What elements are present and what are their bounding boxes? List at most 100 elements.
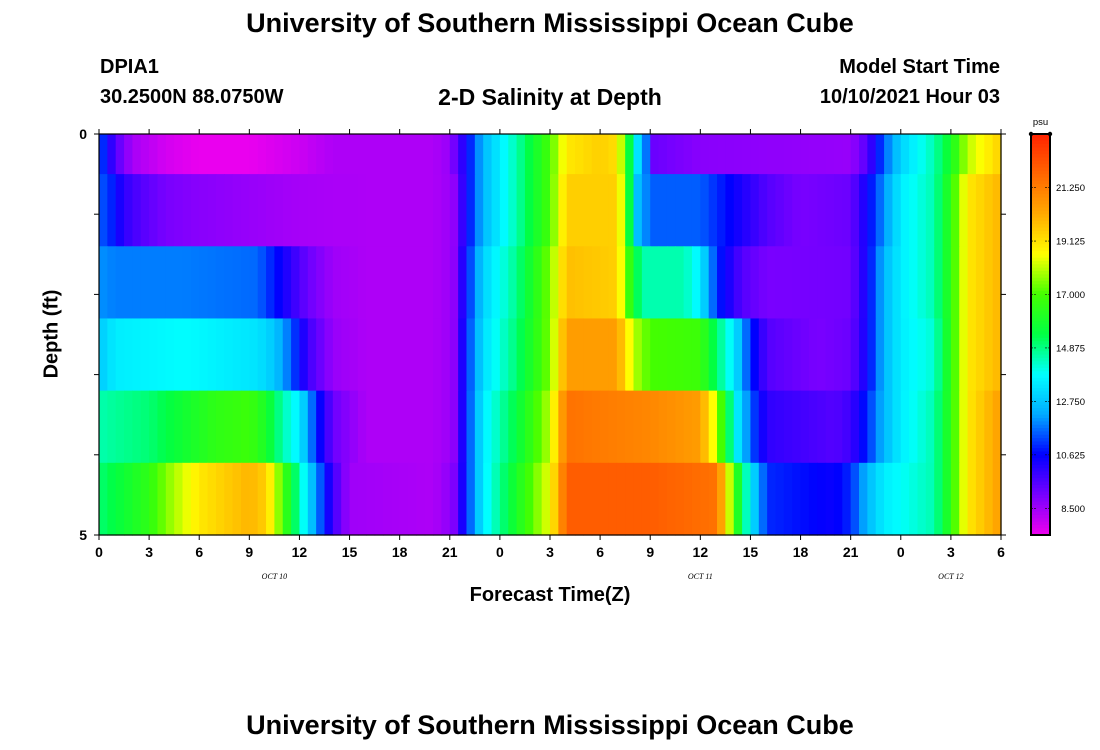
heatmap-cell [875,246,885,320]
heatmap-cell [433,390,443,464]
colorbar-segment [1031,361,1050,366]
heatmap-cell [107,246,117,320]
heatmap-cell [633,390,643,464]
colorbar-frame [1030,133,1051,536]
heatmap-cell [992,390,1002,464]
model-start-value: 10/10/2021 Hour 03 [819,86,1000,108]
heatmap-cell [224,462,234,536]
heatmap-cell [758,246,768,320]
heatmap-cell [792,390,802,464]
heatmap-cell [132,462,142,536]
heatmap-cell [975,174,985,247]
heatmap-cell [408,246,417,320]
heatmap-cell [157,462,167,536]
x-tick-label: 12 [292,544,308,560]
heatmap-cell [900,318,910,392]
heatmap-cell [274,174,284,247]
heatmap-cell [725,246,735,320]
heatmap-cell [683,462,693,536]
heatmap-cell [666,462,676,536]
heatmap-cell [341,174,351,247]
heatmap-cell [725,318,735,392]
heatmap-cell [274,134,284,175]
heatmap-cell [608,246,618,320]
heatmap-cell [708,174,718,247]
colorbar-tick-label: 17.000 [1056,290,1085,301]
heatmap-cell [508,246,518,320]
heatmap-cell [808,246,818,320]
heatmap-cell [942,318,952,392]
colorbar-segment [1031,264,1050,269]
colorbar-segment [1031,257,1050,262]
heatmap-cell [232,134,242,175]
heatmap-cell [140,390,150,464]
heatmap-cell [750,462,760,536]
heatmap-cell [975,246,985,320]
heatmap-cell [733,318,743,392]
colorbar-segment [1031,474,1050,479]
heatmap-cell [174,390,184,464]
colorbar-segment [1031,271,1050,275]
heatmap-cell [324,462,334,536]
colorbar-segment [1031,147,1050,152]
colorbar-segment [1031,217,1050,222]
heatmap-cell [282,390,292,464]
heatmap-cell [733,246,743,320]
heatmap-cell [616,462,626,536]
heatmap-cell [850,462,860,536]
heatmap-cell [424,134,434,175]
heatmap-cell [608,462,618,536]
heatmap-cell [132,134,142,175]
heatmap-cell [625,134,635,175]
colorbar-corner [1028,131,1034,137]
heatmap-cell [909,174,919,247]
day-label: OCT 10 [262,572,287,581]
heatmap-cell [316,462,326,536]
heatmap-cell [516,174,526,247]
heatmap-cell [424,462,434,536]
heatmap-cell [591,246,601,320]
heatmap-cell [558,318,568,392]
heatmap-cell [366,246,376,320]
heatmap-cell [700,462,710,536]
heatmap-cell [842,174,852,247]
heatmap-cell [541,134,551,175]
heatmap-cell [499,246,509,320]
heatmap-cell [950,390,960,464]
heatmap-cell [274,390,284,464]
heatmap-cell [900,390,910,464]
heatmap-cell [909,390,919,464]
heatmap-cell [817,318,827,392]
heatmap-cell [124,174,134,247]
heatmap-cell [257,174,267,247]
heatmap-cell [666,134,676,175]
heatmap-cell [249,318,259,392]
heatmap-cell [708,462,718,536]
colorbar-segment [1031,284,1050,289]
heatmap-cell [491,318,501,392]
heatmap-cell [207,318,217,392]
colorbar-segment [1031,324,1050,329]
heatmap-cell [299,462,309,536]
colorbar-segment [1031,334,1050,339]
colorbar-tick-label: 12.750 [1056,397,1085,408]
heatmap-cell [349,390,359,464]
heatmap-cell [633,462,643,536]
heatmap-cell [524,318,534,392]
heatmap-cell [324,134,334,175]
heatmap-cell [859,318,868,392]
heatmap-cell [433,174,443,247]
heatmap-cell [750,318,760,392]
heatmap-cell [374,390,384,464]
heatmap-cell [758,390,768,464]
heatmap-cell [575,462,585,536]
heatmap-cell [416,174,426,247]
colorbar-segment [1031,260,1050,265]
heatmap-cell [909,134,919,175]
heatmap-cell [767,246,777,320]
heatmap-cell [115,390,125,464]
x-tick-label: 0 [897,544,905,560]
heatmap-cell [382,318,392,392]
heatmap-cell [783,318,793,392]
heatmap-cell [516,318,526,392]
